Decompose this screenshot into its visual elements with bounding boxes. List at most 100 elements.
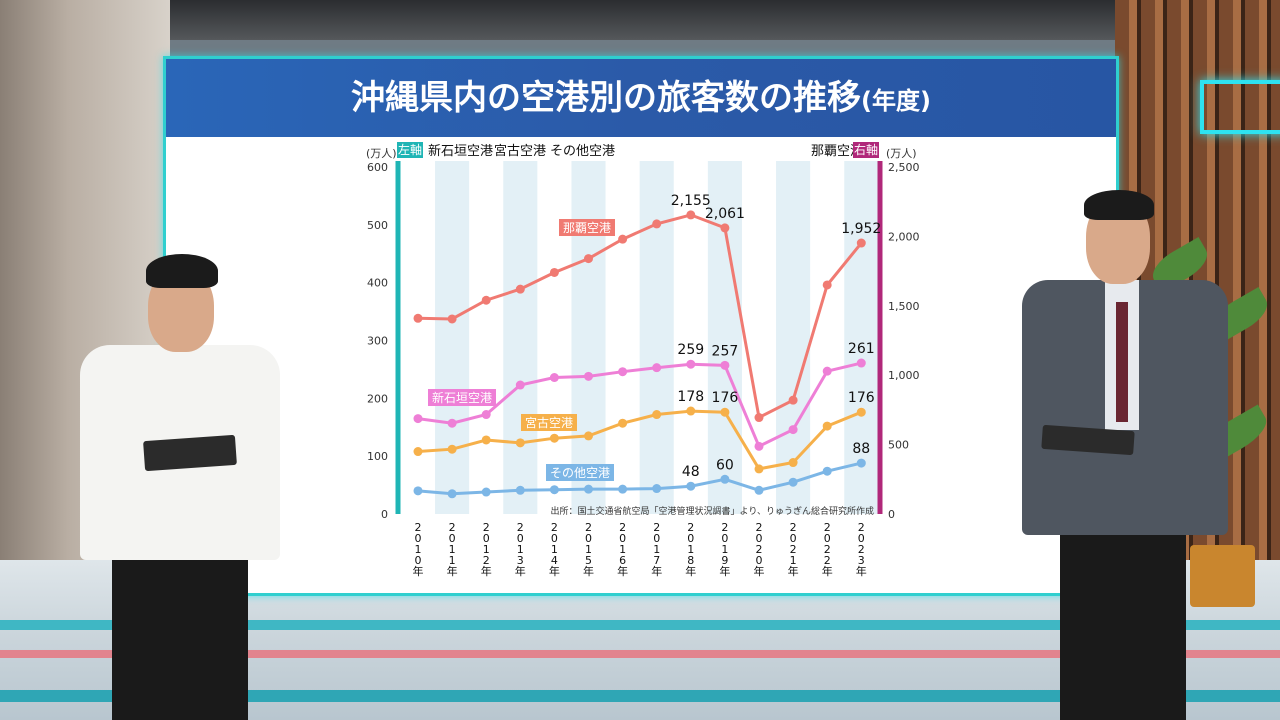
x-tick-label-char: 0 — [721, 532, 728, 545]
data-point — [447, 418, 457, 428]
column-band — [707, 161, 742, 514]
data-point — [584, 484, 593, 494]
data-point — [720, 360, 730, 370]
presenter-left-trousers — [112, 555, 248, 720]
data-point — [481, 410, 491, 420]
data-point — [549, 373, 559, 383]
right-axis-tag: 右軸 — [854, 142, 878, 157]
data-point — [413, 313, 423, 323]
data-point — [618, 367, 628, 377]
right-axis-tick-label: 2,500 — [888, 161, 920, 174]
x-tick-label-char: 0 — [483, 532, 490, 545]
data-point — [788, 395, 798, 405]
data-point — [447, 314, 457, 324]
column-band — [571, 161, 606, 514]
x-tick-label-char: 2 — [585, 521, 592, 534]
data-point — [720, 223, 730, 233]
x-tick-label-char: 0 — [858, 532, 865, 545]
x-tick-label-char: 1 — [721, 543, 728, 556]
data-point — [515, 284, 525, 294]
neon-frame — [1200, 80, 1280, 134]
data-point — [584, 431, 593, 441]
data-point — [754, 413, 764, 423]
data-point — [413, 414, 423, 424]
data-point — [618, 234, 628, 244]
data-point — [584, 254, 593, 264]
right-axis-tick-label: 1,000 — [888, 369, 920, 382]
x-tick-label-char: 2 — [619, 521, 626, 534]
data-point — [754, 485, 764, 495]
x-tick-label-char: 0 — [824, 532, 831, 545]
data-point — [652, 219, 662, 229]
series-line — [417, 461, 862, 496]
x-tick-label-char: 年 — [549, 564, 560, 578]
data-label: 259 — [677, 342, 704, 358]
right-axis-tick-label: 1,500 — [888, 300, 920, 313]
right-axis-tag-bg — [853, 142, 879, 158]
x-tick-label-char: 0 — [687, 532, 694, 545]
data-point — [549, 267, 559, 277]
data-point — [515, 485, 525, 495]
floor-stripe — [0, 650, 1280, 658]
left-axis-unit: (万人) — [366, 147, 397, 160]
data-point — [822, 280, 832, 290]
x-tick-label-char: 1 — [585, 543, 592, 556]
left-axis-tick-label: 300 — [367, 335, 388, 348]
x-tick-label-char: 8 — [687, 554, 694, 567]
series-line — [417, 361, 862, 449]
series-tag: その他空港 — [550, 466, 610, 480]
x-tick-label-char: 年 — [413, 564, 424, 578]
column-band — [639, 161, 674, 514]
x-tick-label-char: 2 — [551, 521, 558, 534]
x-tick-label-char: 年 — [719, 564, 730, 578]
data-point — [856, 407, 866, 417]
x-tick-label-char: 2 — [517, 521, 524, 534]
x-tick-label-char: 2 — [756, 543, 763, 556]
title-bar: 沖縄県内の空港別の旅客数の推移(年度) — [166, 59, 1116, 137]
data-point — [618, 418, 628, 428]
x-tick-label-char: 1 — [653, 543, 660, 556]
x-tick-label-char: 9 — [721, 554, 728, 567]
data-label: 176 — [848, 390, 875, 406]
data-point — [447, 444, 457, 454]
x-tick-label-char: 2 — [483, 554, 490, 567]
column-band — [776, 161, 811, 514]
data-label: 2,061 — [705, 206, 745, 222]
data-point — [549, 485, 559, 495]
x-tick-label-char: 0 — [415, 554, 422, 567]
presenter-right-trousers — [1060, 520, 1186, 720]
data-point — [584, 371, 593, 381]
x-tick-label-char: 年 — [856, 564, 867, 578]
x-tick-label-char: 0 — [653, 532, 660, 545]
left-axis-tick-label: 500 — [367, 219, 388, 232]
series-tag: 新石垣空港 — [432, 390, 492, 405]
x-tick-label-char: 4 — [551, 554, 558, 567]
x-tick-label-char: 年 — [583, 564, 594, 578]
data-point — [652, 363, 662, 373]
data-label: 88 — [852, 441, 870, 457]
legend-ishigaki: 新石垣空港 — [428, 143, 493, 159]
data-point — [822, 366, 832, 376]
x-tick-label-char: 1 — [449, 554, 456, 567]
right-axis-tick-label: 2,000 — [888, 230, 920, 243]
data-point — [413, 447, 423, 457]
series-points — [413, 210, 866, 499]
presenter-left-hair — [146, 254, 218, 288]
x-tick-label-char: 1 — [517, 543, 524, 556]
x-tick-label-char: 2 — [824, 554, 831, 567]
data-label: 1,952 — [841, 221, 881, 237]
left-axis-tag: 左軸 — [398, 142, 422, 157]
series-line — [417, 409, 862, 471]
legend-naha: 那覇空港 — [811, 144, 863, 159]
x-tick-label-char: 2 — [824, 521, 831, 534]
x-tick-label-char: 3 — [517, 554, 524, 567]
plant-pot — [1190, 545, 1255, 607]
x-tick-label-char: 0 — [756, 554, 763, 567]
x-axis-labels: 2010年2011年2012年2013年2014年2015年2016年2017年… — [413, 521, 867, 578]
presenter-left — [70, 250, 290, 720]
column-band — [844, 161, 879, 514]
left-axis-tag-bg — [397, 142, 423, 158]
x-tick-label-char: 年 — [788, 564, 799, 578]
data-point — [788, 458, 798, 468]
right-axis-ticks: 0 500 1,000 1,500 2,000 2,500 — [888, 161, 920, 521]
